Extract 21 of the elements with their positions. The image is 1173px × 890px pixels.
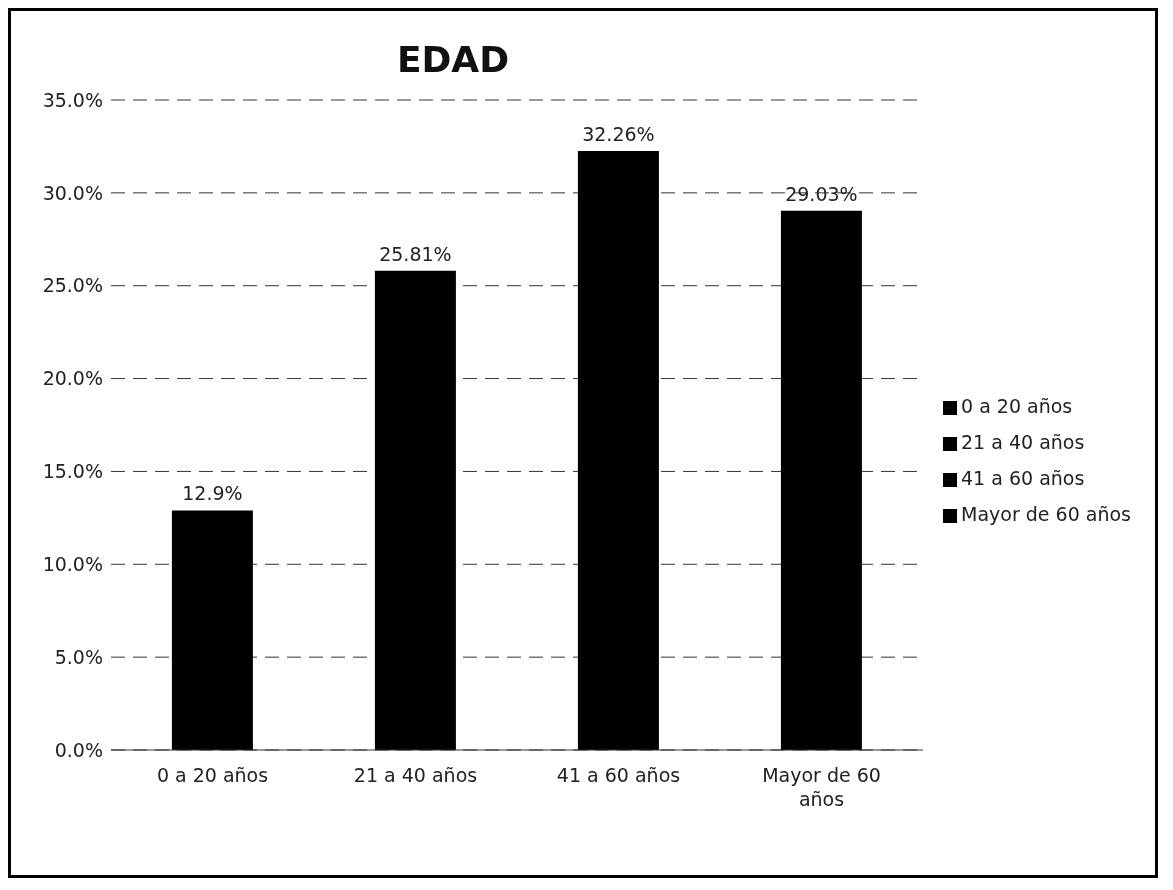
y-tick-label: 10.0% bbox=[42, 553, 103, 576]
legend-label: 41 a 60 años bbox=[961, 467, 1085, 489]
data-label: 29.03% bbox=[785, 182, 858, 205]
x-tick-label: 0 a 20 años bbox=[156, 764, 269, 786]
data-label: 12.9% bbox=[182, 482, 243, 505]
data-label: 25.81% bbox=[379, 242, 452, 265]
y-tick-label: 25.0% bbox=[42, 274, 103, 297]
chart-title: EDAD bbox=[395, 39, 511, 80]
y-tick-label: 5.0% bbox=[54, 645, 103, 668]
y-tick-label: 15.0% bbox=[42, 460, 103, 483]
legend-label: Mayor de 60 años bbox=[961, 503, 1131, 525]
data-label: 32.26% bbox=[582, 122, 655, 145]
legend-label: 0 a 20 años bbox=[961, 395, 1073, 417]
x-tick-label: 21 a 40 años bbox=[353, 764, 478, 786]
y-tick-label: 0.0% bbox=[54, 738, 103, 761]
x-tick-label: 41 a 60 años bbox=[556, 764, 681, 786]
y-tick-label: 35.0% bbox=[42, 88, 103, 111]
y-tick-label: 30.0% bbox=[42, 181, 103, 204]
legend-label: 21 a 40 años bbox=[961, 431, 1085, 453]
x-tick-label: Mayor de 60 años bbox=[762, 764, 881, 810]
y-tick-label: 20.0% bbox=[42, 367, 103, 390]
